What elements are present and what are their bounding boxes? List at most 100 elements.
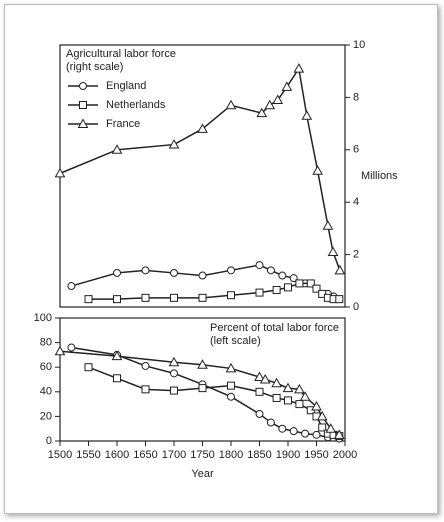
y-tick-label: 100 <box>34 312 52 324</box>
marker <box>306 279 315 288</box>
marker <box>327 246 339 256</box>
marker <box>225 362 237 373</box>
marker <box>266 418 275 427</box>
x-tick-label: 1600 <box>105 449 129 461</box>
y-tick-label: 2 <box>353 249 359 261</box>
y-axis-label: Millions <box>361 170 398 182</box>
marker <box>54 345 66 356</box>
y-tick-label: 0 <box>353 301 359 313</box>
y-tick-label: 80 <box>40 337 52 349</box>
marker <box>255 261 264 270</box>
marker <box>168 139 180 149</box>
annotation: (left scale) <box>210 335 261 347</box>
marker <box>325 423 337 433</box>
legend-label: Netherlands <box>106 99 166 111</box>
marker <box>301 429 310 438</box>
marker <box>111 144 123 154</box>
marker <box>54 167 66 178</box>
x-tick-label: 1550 <box>76 449 100 461</box>
x-tick-label: 1650 <box>133 449 157 461</box>
marker <box>312 165 323 175</box>
legend-label: England <box>106 80 146 92</box>
marker <box>264 99 276 110</box>
marker <box>318 423 327 432</box>
x-tick-label: 1800 <box>219 449 243 461</box>
frame <box>4 4 438 514</box>
marker <box>259 373 271 384</box>
x-tick-label: 2000 <box>333 449 357 461</box>
marker <box>311 401 322 411</box>
marker <box>272 94 284 105</box>
marker <box>301 110 313 120</box>
y-tick-label: 40 <box>40 386 52 398</box>
marker <box>255 409 264 418</box>
marker <box>227 266 235 275</box>
marker <box>141 293 150 302</box>
marker <box>254 371 265 382</box>
legend-marker <box>79 82 87 90</box>
marker <box>284 396 292 405</box>
x-tick-label: 1850 <box>247 449 271 461</box>
marker <box>293 63 305 73</box>
marker <box>271 377 282 388</box>
x-tick-label: 1950 <box>304 449 328 461</box>
marker <box>282 382 294 393</box>
marker <box>295 400 304 409</box>
marker <box>255 387 264 396</box>
marker <box>198 384 207 393</box>
marker <box>170 386 178 395</box>
marker <box>255 288 264 297</box>
marker <box>113 295 121 304</box>
annotation: (right scale) <box>66 61 123 73</box>
marker <box>295 279 304 288</box>
marker <box>141 266 150 275</box>
y-tick-label: 8 <box>353 91 359 103</box>
marker <box>312 284 321 293</box>
marker <box>312 430 321 439</box>
y-tick-label: 10 <box>353 39 365 51</box>
x-tick-label: 1750 <box>190 449 214 461</box>
marker <box>335 295 344 304</box>
marker <box>170 369 178 378</box>
x-tick-label: 1500 <box>48 449 72 461</box>
legend-marker <box>79 101 87 109</box>
marker <box>227 392 235 401</box>
marker <box>198 271 207 280</box>
marker <box>113 268 121 277</box>
y-tick-label: 60 <box>40 361 52 373</box>
marker <box>322 220 334 230</box>
y-tick-label: 20 <box>40 410 52 422</box>
marker <box>225 99 237 110</box>
marker <box>197 123 208 133</box>
marker <box>272 393 281 402</box>
legend-marker <box>77 118 89 128</box>
marker <box>67 282 76 291</box>
marker <box>266 266 275 275</box>
x-tick-label: 1700 <box>162 449 186 461</box>
marker <box>141 361 150 370</box>
x-tick-label: 1900 <box>276 449 300 461</box>
marker <box>197 359 208 369</box>
marker <box>299 391 311 401</box>
plot-frame <box>59 317 346 442</box>
marker <box>227 381 235 390</box>
marker <box>67 343 76 352</box>
legend-label: France <box>106 118 140 130</box>
marker <box>113 374 121 383</box>
marker <box>84 363 93 372</box>
marker <box>289 427 298 436</box>
marker <box>284 283 292 292</box>
y-tick-label: 6 <box>353 144 359 156</box>
marker <box>256 107 268 118</box>
marker <box>111 350 123 361</box>
x-axis-label: Year <box>191 468 214 480</box>
marker <box>272 285 281 294</box>
marker <box>278 271 287 280</box>
marker <box>170 268 178 277</box>
marker <box>278 424 287 433</box>
marker <box>294 383 305 394</box>
annotation: Agricultural labor force <box>66 48 176 60</box>
y-tick-label: 4 <box>353 196 359 208</box>
